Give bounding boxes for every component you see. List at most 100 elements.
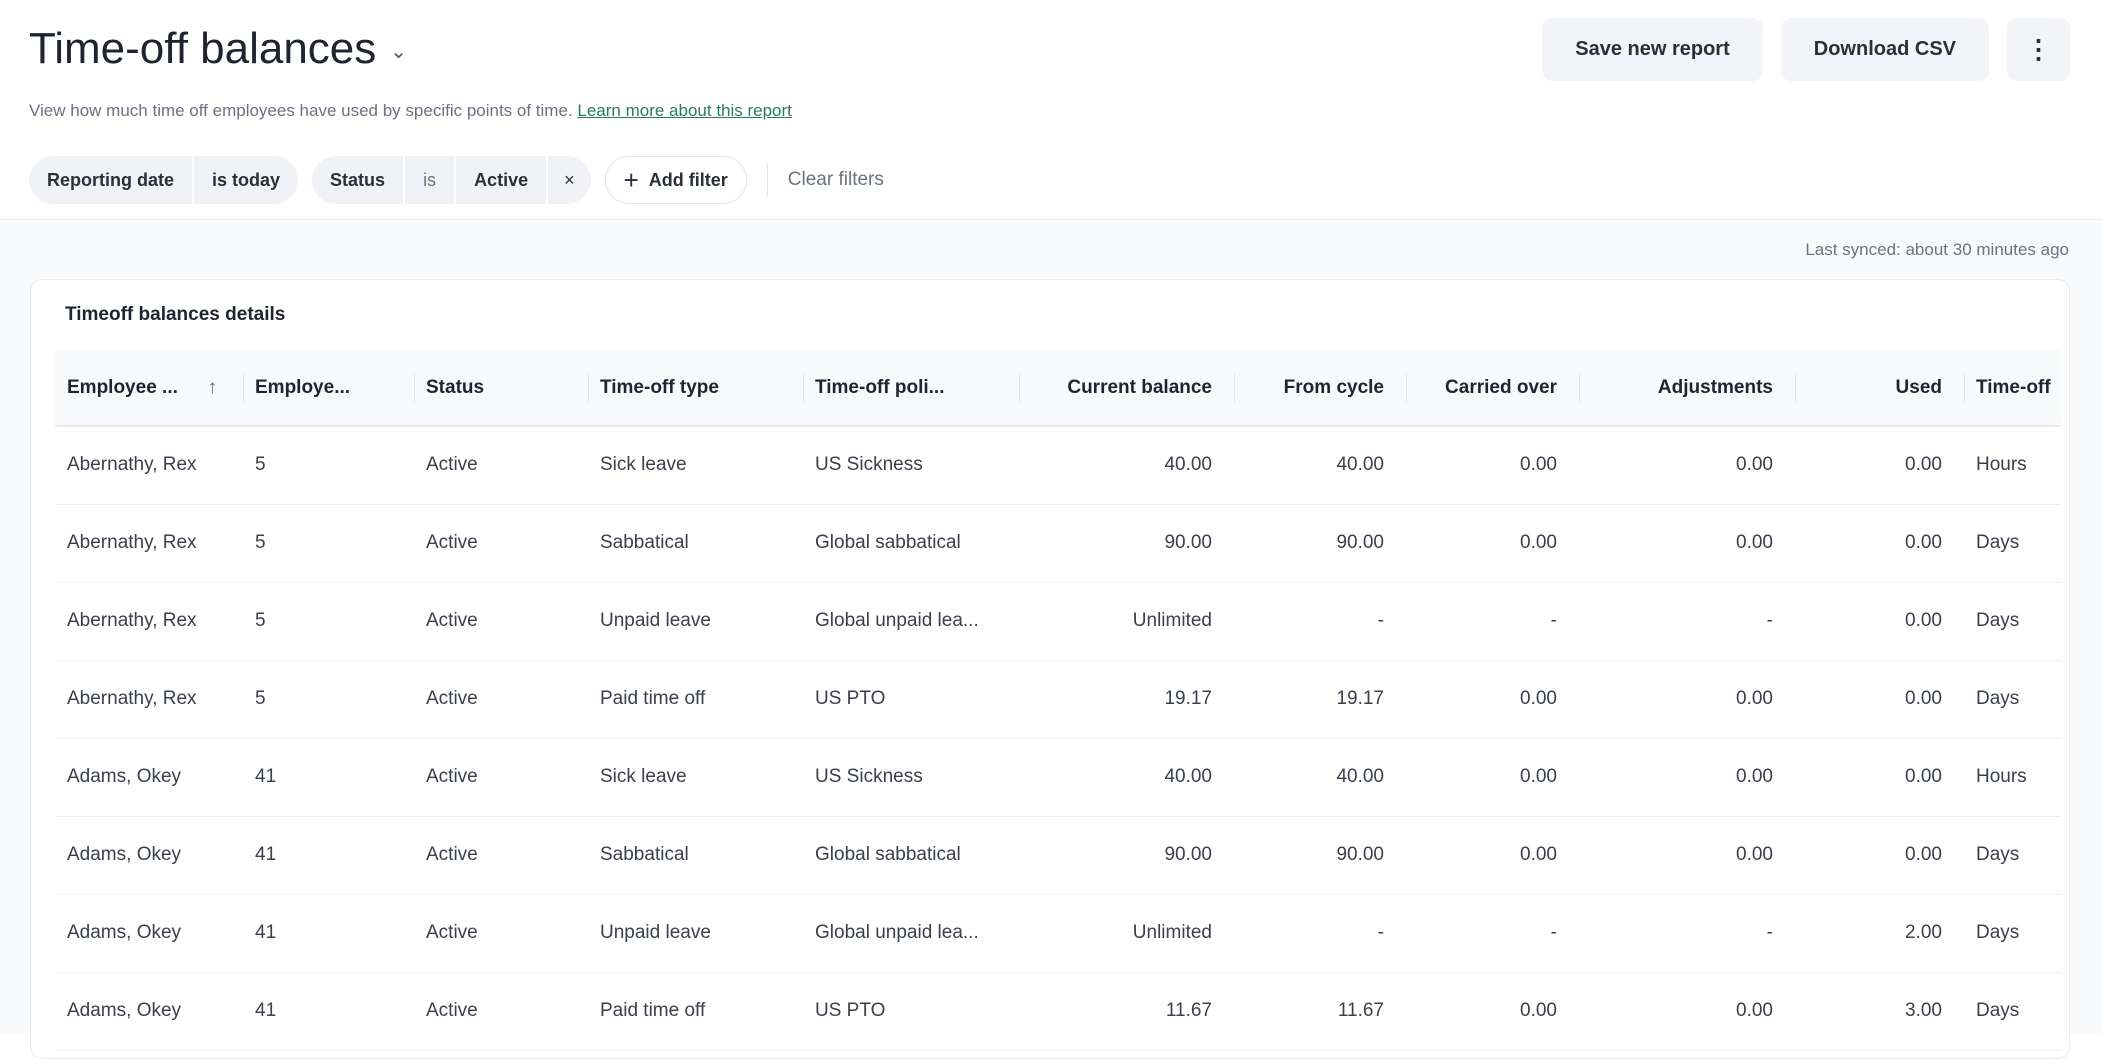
filter-field[interactable]: Status [312,156,404,204]
filter-value[interactable]: Active [456,156,547,204]
table-cell: US Sickness [803,426,1019,505]
column-header[interactable]: Used [1795,350,1964,427]
table-cell: 0.00 [1406,504,1579,583]
table-cell: 0.00 [1406,660,1579,739]
table-cell: 5 [243,426,414,505]
table-cell: 11.67 [1019,972,1234,1051]
table-cell: Active [414,426,588,505]
column-header-label: From cycle [1283,376,1384,398]
table-scroll-container[interactable]: Employee ... ↑ Employe... Status Time-off ty… [55,350,2061,1051]
table-cell: Unlimited [1019,582,1234,661]
filter-field[interactable]: Reporting date [29,156,193,204]
filter-bar: Reporting date is today Status is Active… [29,156,884,204]
column-header-label: Used [1895,376,1942,398]
column-header-label: Time-off [1976,376,2051,398]
table-cell: US PTO [803,972,1019,1051]
more-vertical-icon: ⋮ [2025,34,2052,64]
column-header[interactable]: Time-off [1964,350,2061,427]
column-header[interactable]: From cycle [1234,350,1406,427]
page-title: Time-off balances [29,24,377,73]
column-header[interactable]: Time-off type [588,350,803,427]
column-header[interactable]: Employe... [243,350,414,427]
table-row[interactable]: Abernathy, Rex 5 Active Paid time off US PTO… [55,660,2061,739]
filter-chip-status[interactable]: Status is Active × [312,156,591,204]
table-cell: 41 [243,738,414,817]
table-cell: Hours [1964,738,2061,817]
table-row[interactable]: Abernathy, Rex 5 Active Unpaid leave Global … [55,582,2061,661]
table-cell: 0.00 [1579,660,1795,739]
table-cell: Days [1964,816,2061,895]
table-cell: 0.00 [1579,738,1795,817]
column-header-label: Status [426,376,485,398]
table-cell: 40.00 [1234,738,1406,817]
table-cell: 0.00 [1795,426,1964,505]
column-header[interactable]: Time-off poli... [803,350,1019,427]
save-new-report-button[interactable]: Save new report [1542,18,1763,81]
column-header-label: Adjustments [1657,376,1773,398]
column-header-label: Time-off poli... [815,376,945,398]
chevron-down-icon: ⌄ [390,40,408,63]
filter-value[interactable]: is today [194,156,299,204]
column-header[interactable]: Carried over [1406,350,1579,427]
column-header[interactable]: Adjustments [1579,350,1795,427]
table-row[interactable]: Adams, Okey 41 Active Paid time off US PTO 11… [55,972,2061,1051]
table-cell: Adams, Okey [55,738,243,817]
table-cell: - [1234,894,1406,973]
table-cell: 0.00 [1406,972,1579,1051]
table-cell: 5 [243,660,414,739]
table-cell: Active [414,972,588,1051]
table-cell: 0.00 [1406,816,1579,895]
table-row[interactable]: Adams, Okey 41 Active Sick leave US Sickness… [55,738,2061,817]
table-cell: 90.00 [1234,504,1406,583]
table-cell: Hours [1964,426,2061,505]
table-cell: Sabbatical [588,504,803,583]
column-header[interactable]: Status [414,350,588,427]
column-header[interactable]: Current balance [1019,350,1234,427]
table-cell: US Sickness [803,738,1019,817]
filter-operator[interactable]: is [405,156,455,204]
table-row[interactable]: Adams, Okey 41 Active Unpaid leave Global un… [55,894,2061,973]
add-filter-button[interactable]: + Add filter [604,156,747,204]
table-cell: 0.00 [1406,738,1579,817]
table-cell: Paid time off [588,972,803,1051]
table-cell: - [1579,582,1795,661]
table-row[interactable]: Adams, Okey 41 Active Sabbatical Global sabb… [55,816,2061,895]
table-cell: Days [1964,660,2061,739]
table-cell: Days [1964,972,2061,1051]
table-cell: Days [1964,894,2061,973]
report-title-dropdown[interactable]: Time-off balances ⌄ [29,24,407,74]
table-cell: Active [414,582,588,661]
table-cell: Adams, Okey [55,894,243,973]
table-cell: Paid time off [588,660,803,739]
table-cell: Active [414,504,588,583]
divider [766,163,768,197]
report-header: Time-off balances ⌄ View how much time o… [0,0,2103,220]
clear-filters-button[interactable]: Clear filters [787,169,884,190]
remove-filter-icon[interactable]: × [548,156,591,204]
filter-chip-reporting-date[interactable]: Reporting date is today [29,156,299,204]
table-cell: 0.00 [1795,738,1964,817]
table-cell: Sick leave [588,738,803,817]
sort-ascending-icon[interactable]: ↑ [207,376,218,398]
table-cell: 0.00 [1579,972,1795,1051]
learn-more-link[interactable]: Learn more about this report [577,101,792,120]
table-header-row: Employee ... ↑ Employe... Status Time-off ty… [55,350,2061,427]
table-cell: Global sabbatical [803,816,1019,895]
table-cell: - [1579,894,1795,973]
table-cell: Abernathy, Rex [55,582,243,661]
table-cell: Unpaid leave [588,582,803,661]
table-cell: 0.00 [1579,816,1795,895]
table-cell: Active [414,660,588,739]
subtitle-text: View how much time off employees have us… [29,101,573,120]
table-row[interactable]: Abernathy, Rex 5 Active Sabbatical Global sa… [55,504,2061,583]
download-csv-button[interactable]: Download CSV [1780,18,1989,81]
column-header[interactable]: Employee ... ↑ [55,350,243,427]
column-header-label: Employee ... [67,376,178,398]
table-row[interactable]: Abernathy, Rex 5 Active Sick leave US Sickne… [55,426,2061,505]
table-cell: - [1406,894,1579,973]
table-cell: Active [414,738,588,817]
table-cell: 19.17 [1234,660,1406,739]
table-cell: 40.00 [1234,426,1406,505]
more-options-button[interactable]: ⋮ [2007,18,2070,81]
table-cell: 5 [243,582,414,661]
